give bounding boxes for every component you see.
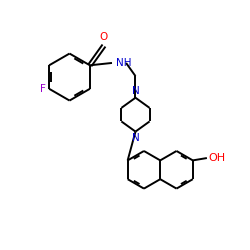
Text: O: O [100,32,108,42]
Text: N: N [132,134,139,143]
Text: F: F [40,84,46,94]
Text: N: N [132,86,139,96]
Text: NH: NH [116,58,131,68]
Text: OH: OH [208,153,226,163]
